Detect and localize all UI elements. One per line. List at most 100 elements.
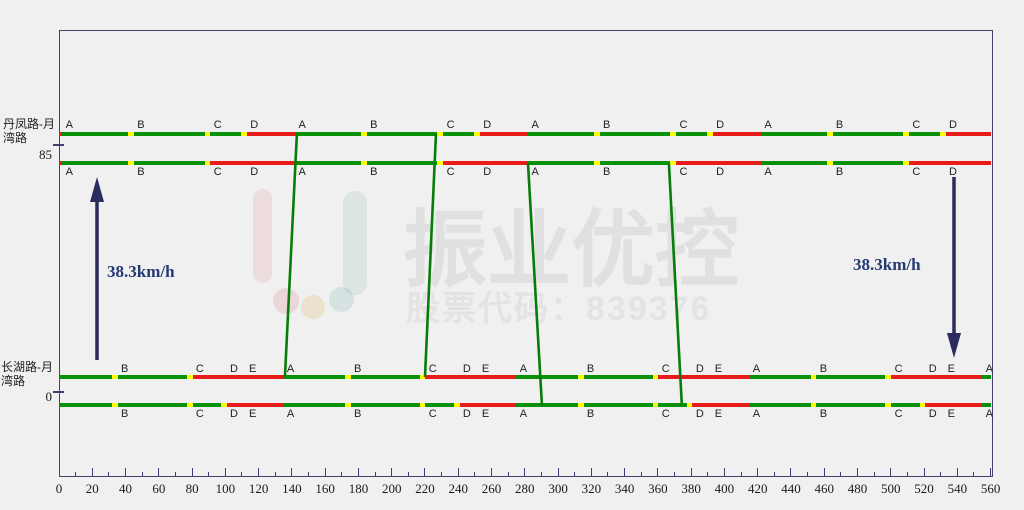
- signal-phase-segment: [295, 132, 361, 136]
- signal-phase-segment: [204, 161, 211, 165]
- signal-phase-segment: [479, 132, 529, 136]
- logo-bar-teal: [343, 191, 367, 295]
- signal-phase-segment: [478, 375, 517, 379]
- x-axis-tick: [674, 472, 676, 477]
- signal-phase-segment: [676, 132, 707, 136]
- signal-phase-segment: [350, 375, 420, 379]
- x-axis-tick: [574, 472, 576, 477]
- phase-letter: E: [248, 363, 257, 375]
- signal-phase-segment: [749, 403, 811, 407]
- signal-phase-segment: [528, 161, 594, 165]
- x-axis-tick: [291, 468, 293, 477]
- phase-letter: C: [446, 119, 455, 131]
- phase-letter: B: [586, 408, 595, 420]
- x-axis-tick: [757, 468, 759, 477]
- x-axis-tick: [640, 472, 642, 477]
- signal-phase-segment: [245, 375, 284, 379]
- signal-phase-segment: [186, 375, 193, 379]
- x-axis-tick: [524, 468, 526, 477]
- x-axis-tick: [990, 468, 992, 477]
- signal-phase-segment: [62, 161, 129, 165]
- phase-letter: A: [531, 166, 539, 178]
- signal-phase-segment: [226, 375, 246, 379]
- phase-letter: A: [985, 408, 993, 420]
- signal-phase-segment: [425, 403, 454, 407]
- x-axis-tick: [690, 468, 692, 477]
- x-axis-tick: [557, 468, 559, 477]
- y-axis-tick-85: [53, 144, 64, 146]
- phase-letter: A: [65, 166, 73, 178]
- signal-phase-segment: [826, 161, 833, 165]
- signal-phase-segment: [516, 403, 578, 407]
- phase-letter: D: [230, 363, 238, 375]
- x-axis-tick: [624, 468, 626, 477]
- signal-phase-segment: [652, 375, 659, 379]
- x-axis-tick-label: 260: [481, 481, 502, 496]
- x-axis-tick-label: 480: [847, 481, 868, 496]
- signal-phase-segment: [676, 161, 713, 165]
- signal-phase-segment: [344, 375, 351, 379]
- signal-phase-segment: [186, 403, 193, 407]
- phase-letter: B: [121, 363, 129, 375]
- x-axis-tick: [607, 472, 609, 477]
- x-axis-tick-label: 120: [248, 481, 269, 496]
- x-axis-tick: [441, 472, 443, 477]
- x-axis-tick: [208, 472, 210, 477]
- x-axis-tick: [873, 472, 875, 477]
- phase-letter: E: [714, 408, 723, 420]
- signal-phase-segment: [761, 132, 827, 136]
- phase-letter: D: [949, 166, 957, 178]
- signal-phase-segment: [593, 161, 600, 165]
- signal-phase-segment: [350, 403, 420, 407]
- x-axis-tick-label: 100: [215, 481, 236, 496]
- signal-phase-segment: [982, 403, 991, 407]
- x-axis-tick: [807, 472, 809, 477]
- signal-phase-segment: [810, 375, 817, 379]
- x-axis-tick: [491, 468, 493, 477]
- phase-letter: D: [695, 363, 704, 375]
- logo-dot-teal: [329, 287, 354, 312]
- signal-phase-segment: [210, 161, 247, 165]
- phase-letter: A: [764, 119, 772, 131]
- x-axis-tick: [890, 468, 892, 477]
- signal-phase-segment: [59, 375, 112, 379]
- phase-letter: C: [195, 408, 204, 420]
- speed-label-down: 38.3km/h: [853, 255, 921, 274]
- x-axis-tick: [125, 468, 127, 477]
- speed-label-up: 38.3km/h: [107, 262, 175, 281]
- signal-phase-segment: [599, 161, 671, 165]
- x-axis-tick-label: 340: [614, 481, 635, 496]
- x-axis-tick: [224, 468, 226, 477]
- x-axis-tick-label: 280: [515, 481, 535, 496]
- phase-letter: B: [602, 166, 611, 178]
- logo-dot-yellow: [301, 295, 325, 319]
- signal-phase-segment: [437, 132, 444, 136]
- x-axis-tick: [940, 472, 942, 477]
- signal-phase-segment: [133, 161, 205, 165]
- phase-letter: B: [370, 166, 378, 178]
- signal-phase-segment: [245, 403, 284, 407]
- position-label-85: 85: [39, 147, 52, 162]
- x-axis-tick-label: 140: [282, 481, 302, 496]
- signal-phase-segment: [59, 132, 63, 136]
- x-axis-tick-label: 420: [747, 481, 768, 496]
- signal-phase-segment: [925, 375, 945, 379]
- signal-phase-segment: [577, 403, 584, 407]
- signal-phase-segment: [226, 403, 246, 407]
- phase-letter: E: [248, 408, 257, 420]
- phase-letter: B: [353, 363, 362, 375]
- phase-letter: B: [137, 119, 145, 131]
- phase-letter: A: [752, 408, 761, 420]
- signal-phase-segment: [295, 161, 361, 165]
- x-axis-tick-label: 180: [348, 481, 369, 496]
- phase-letter: A: [764, 166, 772, 178]
- phase-letter: E: [481, 408, 490, 420]
- plot-frame: [59, 30, 993, 477]
- x-axis-tick-label: 200: [381, 481, 402, 496]
- phase-letter: B: [835, 119, 844, 131]
- signal-phase-segment: [583, 403, 653, 407]
- phase-letter: D: [928, 363, 937, 375]
- signal-phase-segment: [816, 403, 886, 407]
- x-axis-tick-label: 300: [548, 481, 568, 496]
